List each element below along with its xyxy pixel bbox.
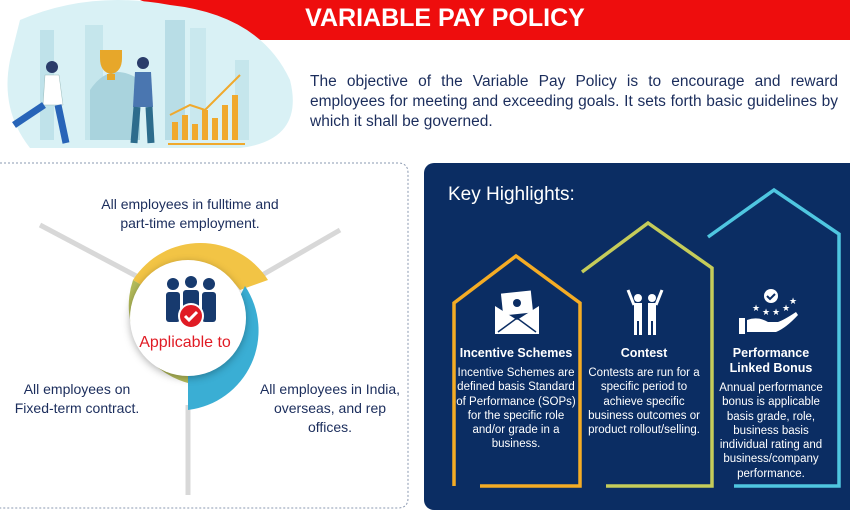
svg-text:★: ★ (782, 304, 790, 314)
applicable-item-locations: All employees in India, overseas, and re… (259, 381, 401, 435)
page-title: VARIABLE PAY POLICY (305, 4, 585, 32)
card-title-incentive-schemes: Incentive Schemes (459, 346, 573, 360)
card-body-contest: Contests are run for a specific period t… (588, 367, 700, 437)
team-check-icon (166, 276, 216, 329)
celebrating-people-icon (626, 289, 664, 335)
svg-text:★: ★ (752, 304, 760, 314)
business-success-illustration (7, 0, 293, 148)
card-body-performance-bonus: Annual performance bonus is applicable b… (719, 382, 823, 480)
svg-text:★: ★ (772, 308, 780, 318)
card-title-performance-bonus: Performance Linked Bonus (729, 346, 813, 375)
applicable-item-fulltime: All employees in fulltime and part-time … (101, 196, 279, 231)
svg-text:★: ★ (762, 308, 770, 318)
key-highlights-title: Key Highlights: (448, 184, 575, 205)
applicable-item-fixed-term: All employees on Fixed-term contract. (14, 381, 140, 416)
key-highlights-panel (424, 163, 850, 510)
hand-stars-check-icon: ★ ★ ★ ★★ (739, 289, 798, 334)
card-body-incentive-schemes: Incentive Schemes are defined basis Stan… (456, 367, 576, 451)
applicable-to-label: Applicable to (139, 334, 231, 351)
applicable-to-panel (0, 162, 409, 509)
ring-yellow (133, 242, 268, 290)
card-title-contest: Contest (620, 346, 668, 360)
svg-text:★: ★ (789, 297, 797, 307)
money-envelope-icon (495, 290, 539, 334)
title-banner (140, 0, 850, 40)
intro-paragraph: The objective of the Variable Pay Policy… (310, 73, 838, 130)
